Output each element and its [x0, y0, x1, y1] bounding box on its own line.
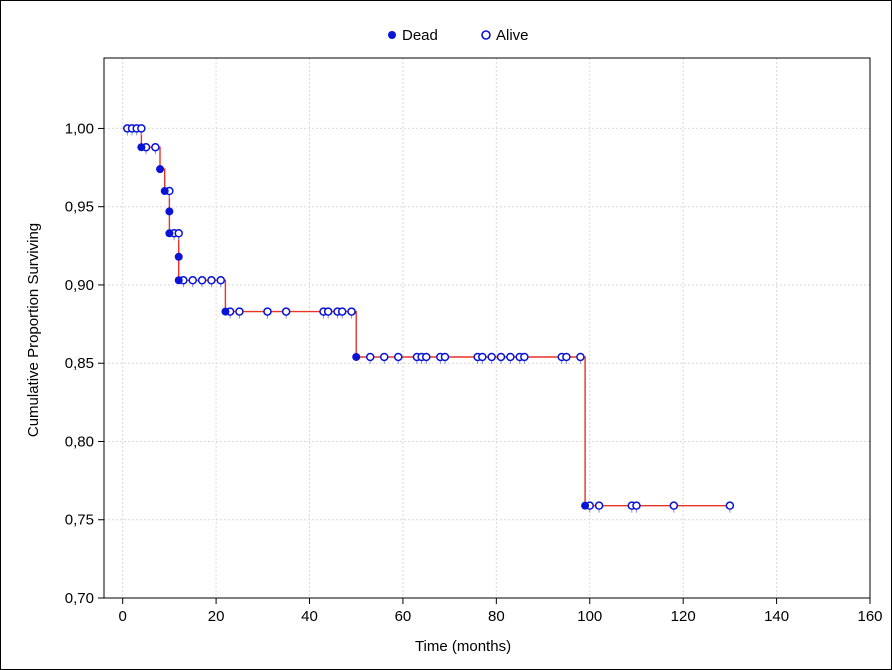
- alive-point: [478, 352, 487, 362]
- dead-point: [137, 143, 146, 152]
- dead-point: [165, 207, 174, 216]
- y-tick-label: 0,85: [65, 355, 94, 372]
- alive-point: [263, 307, 272, 316]
- alive-point: [174, 229, 183, 238]
- survival-curve: [122, 127, 730, 507]
- legend-alive-marker: [481, 30, 491, 40]
- x-tick-label: 60: [395, 608, 412, 625]
- x-tick-label: 160: [857, 608, 882, 625]
- alive-point: [347, 307, 356, 316]
- y-tick-label: 0,75: [65, 512, 94, 529]
- y-tick-label: 0,70: [65, 590, 94, 607]
- x-tick-label: 140: [764, 608, 789, 625]
- plot-area: [103, 57, 871, 599]
- dead-point: [156, 165, 165, 174]
- alive-point: [281, 307, 291, 316]
- y-tick-label: 0,90: [65, 277, 94, 294]
- alive-point: [562, 352, 571, 362]
- legend-alive-label: Alive: [496, 27, 529, 44]
- dead-point: [165, 229, 174, 238]
- y-axis-title: Cumulative Proportion Surviving: [25, 223, 42, 437]
- alive-point: [365, 352, 375, 362]
- y-tick-label: 1,00: [65, 120, 94, 137]
- alive-point: [216, 276, 226, 285]
- x-axis-title: Time (months): [415, 638, 511, 655]
- gridlines: [104, 58, 871, 599]
- dead-point: [352, 352, 361, 361]
- alive-point: [422, 352, 431, 362]
- dead-point: [221, 307, 230, 316]
- alive-point: [151, 142, 160, 152]
- alive-point: [337, 307, 347, 316]
- legend-dead-marker: [388, 31, 396, 39]
- survival-step-line: [122, 127, 730, 507]
- legend-dead-label: Dead: [402, 27, 438, 44]
- dead-point: [174, 276, 183, 285]
- dead-point: [581, 501, 590, 510]
- dead-point: [174, 252, 183, 261]
- alive-point: [207, 276, 216, 285]
- alive-point: [506, 352, 515, 362]
- x-tick-label: 120: [671, 608, 696, 625]
- y-tick-label: 0,80: [65, 433, 94, 450]
- alive-point: [197, 276, 207, 285]
- x-tick-label: 80: [488, 608, 505, 625]
- data-markers: [123, 124, 735, 513]
- alive-point: [725, 501, 735, 510]
- alive-point: [394, 352, 403, 362]
- alive-point: [137, 124, 146, 133]
- axis-ticks: 0 20 40 60 80 100 120 140 160 0,70 0,75 0,80 0,85 0,9…: [65, 120, 883, 625]
- x-tick-label: 100: [577, 608, 602, 625]
- legend: Dead Alive: [388, 27, 529, 44]
- alive-point: [669, 501, 679, 510]
- alive-point: [235, 307, 244, 316]
- alive-point: [632, 501, 641, 510]
- y-tick-label: 0,95: [65, 199, 94, 216]
- x-tick-label: 20: [208, 608, 225, 625]
- alive-point: [576, 352, 585, 362]
- alive-point: [496, 352, 506, 362]
- alive-point: [379, 352, 389, 362]
- alive-point: [188, 276, 197, 285]
- dead-point: [160, 187, 169, 196]
- alive-point: [520, 352, 529, 362]
- x-tick-label: 40: [301, 608, 318, 625]
- alive-point: [440, 352, 450, 362]
- alive-point: [594, 501, 604, 510]
- alive-point: [487, 352, 496, 362]
- alive-point: [323, 307, 333, 316]
- x-tick-label: 0: [119, 608, 127, 625]
